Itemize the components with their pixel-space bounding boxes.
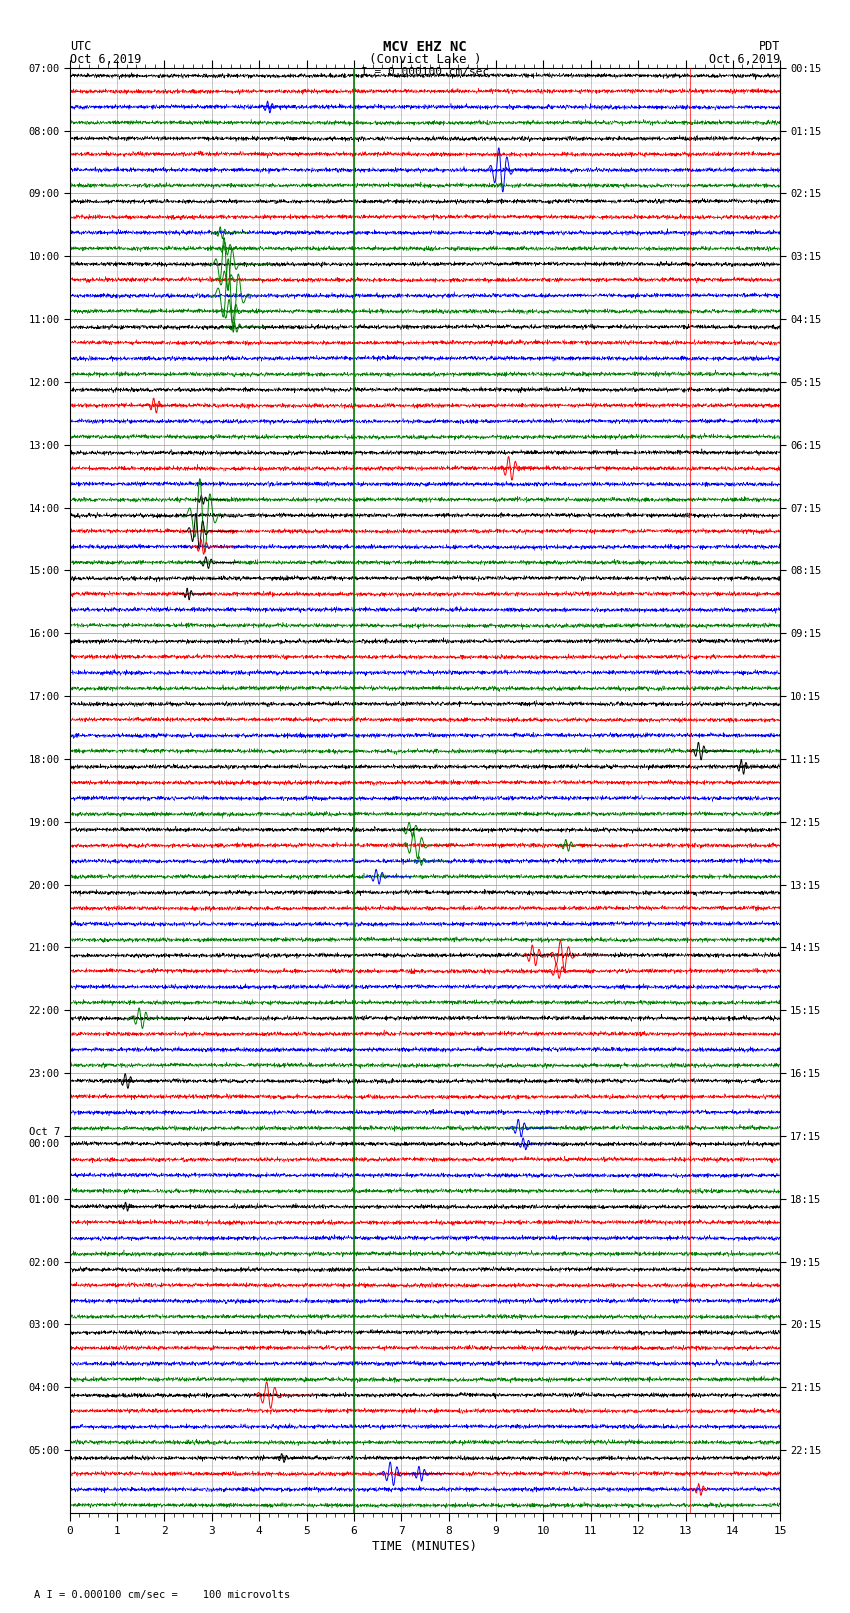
Text: (Convict Lake ): (Convict Lake ) <box>369 53 481 66</box>
Text: Oct 6,2019: Oct 6,2019 <box>709 53 780 66</box>
Text: MCV EHZ NC: MCV EHZ NC <box>383 39 467 53</box>
Text: I = 0.000100 cm/sec: I = 0.000100 cm/sec <box>361 66 489 77</box>
Text: Oct 6,2019: Oct 6,2019 <box>70 53 141 66</box>
X-axis label: TIME (MINUTES): TIME (MINUTES) <box>372 1540 478 1553</box>
Text: PDT: PDT <box>759 39 780 53</box>
Text: UTC: UTC <box>70 39 91 53</box>
Text: A I = 0.000100 cm/sec =    100 microvolts: A I = 0.000100 cm/sec = 100 microvolts <box>34 1590 290 1600</box>
